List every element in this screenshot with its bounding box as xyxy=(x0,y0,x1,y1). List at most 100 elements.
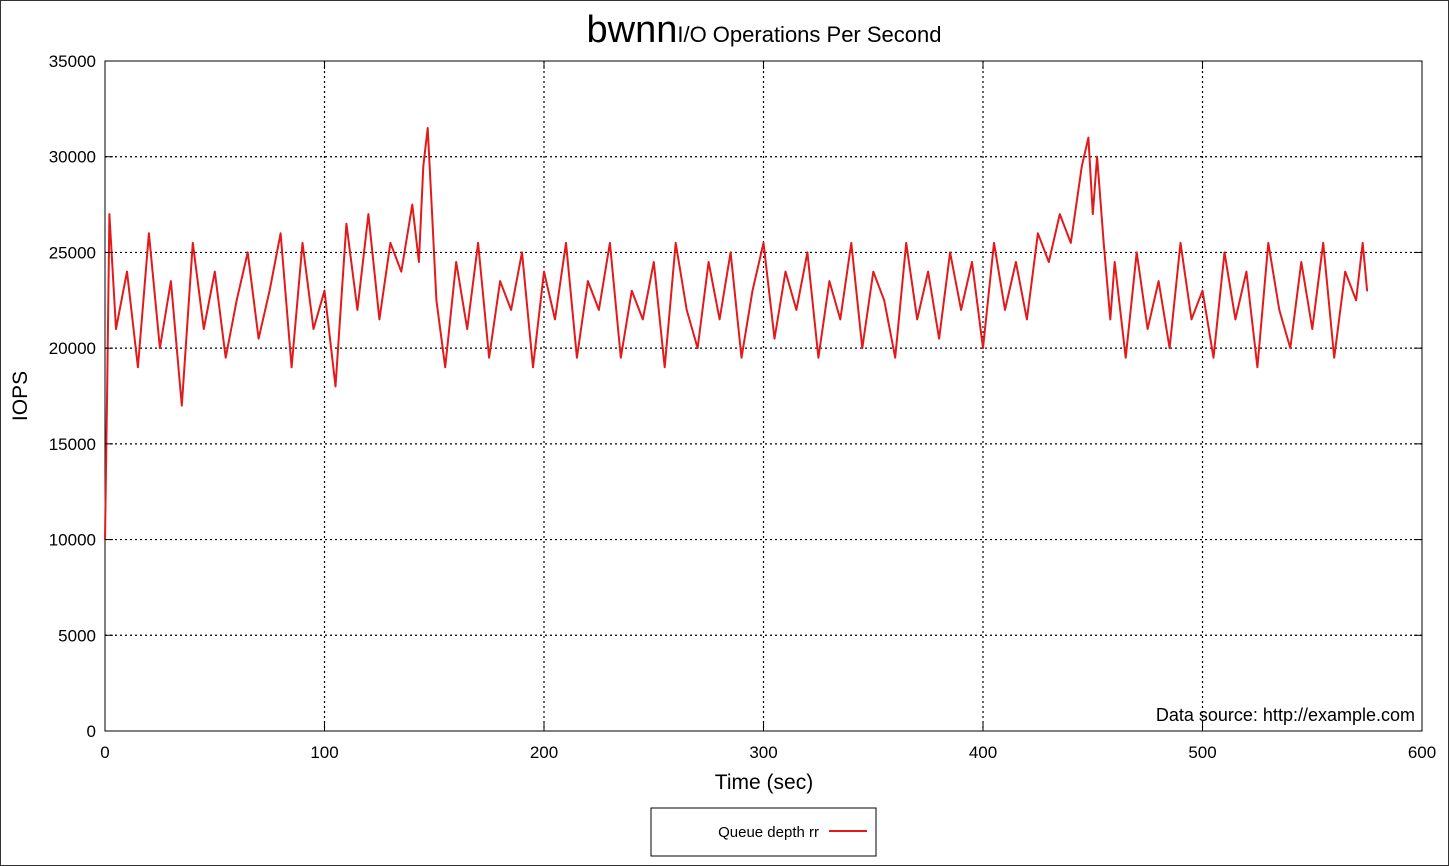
y-tick-label: 5000 xyxy=(58,626,96,645)
data-point xyxy=(137,366,139,369)
data-point xyxy=(817,356,820,359)
data-point xyxy=(466,328,468,330)
legend: Queue depth rr xyxy=(650,807,877,857)
data-point xyxy=(598,309,600,311)
data-point xyxy=(1113,261,1116,263)
data-point xyxy=(554,318,556,321)
data-point xyxy=(1289,347,1292,349)
data-point xyxy=(224,356,227,359)
data-point xyxy=(1048,261,1050,263)
data-point xyxy=(861,347,864,349)
x-tick-label: 100 xyxy=(310,743,338,762)
data-point xyxy=(235,299,238,302)
data-point xyxy=(751,289,754,292)
data-point xyxy=(312,328,315,330)
data-point xyxy=(499,280,501,282)
data-point xyxy=(784,270,787,273)
data-point xyxy=(1157,280,1160,282)
data-point xyxy=(418,261,420,263)
data-point xyxy=(400,270,403,273)
data-point xyxy=(850,242,853,244)
data-point xyxy=(641,318,644,321)
data-point xyxy=(1311,328,1314,330)
grid xyxy=(105,61,1422,731)
data-point xyxy=(444,366,447,369)
data-point xyxy=(181,404,183,407)
data-point xyxy=(1080,165,1083,168)
data-point xyxy=(543,270,545,273)
y-tick-label: 10000 xyxy=(49,531,96,550)
data-point xyxy=(115,328,117,330)
y-axis-ticks: 0 5000 10000 15000 20000 25000 30000 35000 xyxy=(49,52,1422,741)
data-point xyxy=(631,289,633,292)
data-point xyxy=(718,318,721,321)
data-point xyxy=(1102,242,1105,244)
chart-subtitle: I/O Operations Per Second xyxy=(677,22,941,47)
data-point xyxy=(1124,356,1127,359)
data-point xyxy=(652,261,655,263)
x-tick-label: 300 xyxy=(749,743,777,762)
data-point xyxy=(685,309,688,311)
data-point xyxy=(609,242,611,244)
data-point xyxy=(510,309,512,311)
data-point xyxy=(1037,232,1039,235)
data-point xyxy=(927,270,929,273)
data-point xyxy=(1344,270,1346,273)
data-point xyxy=(1333,356,1335,359)
data-point xyxy=(872,270,875,273)
data-point xyxy=(170,280,172,282)
data-point xyxy=(1190,318,1193,321)
data-point xyxy=(938,337,940,340)
y-tick-label: 0 xyxy=(87,722,96,741)
data-point xyxy=(1059,213,1061,215)
data-point xyxy=(426,127,429,129)
data-point xyxy=(949,251,951,254)
data-point xyxy=(435,299,438,302)
data-point xyxy=(126,270,128,273)
data-source-annotation: Data source: http://example.com xyxy=(1156,705,1415,725)
y-tick-label: 20000 xyxy=(49,339,96,358)
data-point xyxy=(883,299,886,302)
data-point xyxy=(993,242,995,244)
data-point xyxy=(1234,318,1237,321)
data-point xyxy=(1322,242,1325,244)
data-point xyxy=(202,328,205,330)
data-point xyxy=(257,337,260,340)
data-point xyxy=(159,347,161,349)
data-point xyxy=(806,251,809,254)
data-point xyxy=(106,385,108,388)
series-layer xyxy=(104,127,1369,541)
data-point xyxy=(1300,261,1303,263)
data-point xyxy=(1091,213,1094,215)
data-point xyxy=(268,289,271,292)
data-point xyxy=(707,261,710,263)
data-point xyxy=(620,356,622,359)
y-tick-label: 30000 xyxy=(49,148,96,167)
data-point xyxy=(1096,155,1098,158)
data-point xyxy=(729,251,732,254)
data-point xyxy=(839,318,842,321)
data-point xyxy=(773,337,776,340)
data-point xyxy=(828,280,831,282)
data-point xyxy=(960,309,962,311)
data-point xyxy=(246,251,249,254)
data-point xyxy=(148,232,150,235)
data-point xyxy=(356,309,359,311)
data-point xyxy=(982,347,984,349)
data-point xyxy=(1245,270,1248,273)
data-point xyxy=(1212,356,1215,359)
data-point xyxy=(301,242,304,244)
data-point xyxy=(431,213,433,215)
legend-series-label: Queue depth rr xyxy=(718,824,819,841)
data-point xyxy=(488,356,490,359)
x-axis-label: Time (sec) xyxy=(715,771,813,794)
data-point xyxy=(1355,299,1357,302)
y-tick-label: 25000 xyxy=(49,243,96,262)
data-point xyxy=(740,356,743,359)
series-line-queue-depth-rr xyxy=(104,127,1369,540)
data-point xyxy=(279,232,282,235)
data-point xyxy=(1366,289,1368,292)
y-tick-label: 15000 xyxy=(49,435,96,454)
